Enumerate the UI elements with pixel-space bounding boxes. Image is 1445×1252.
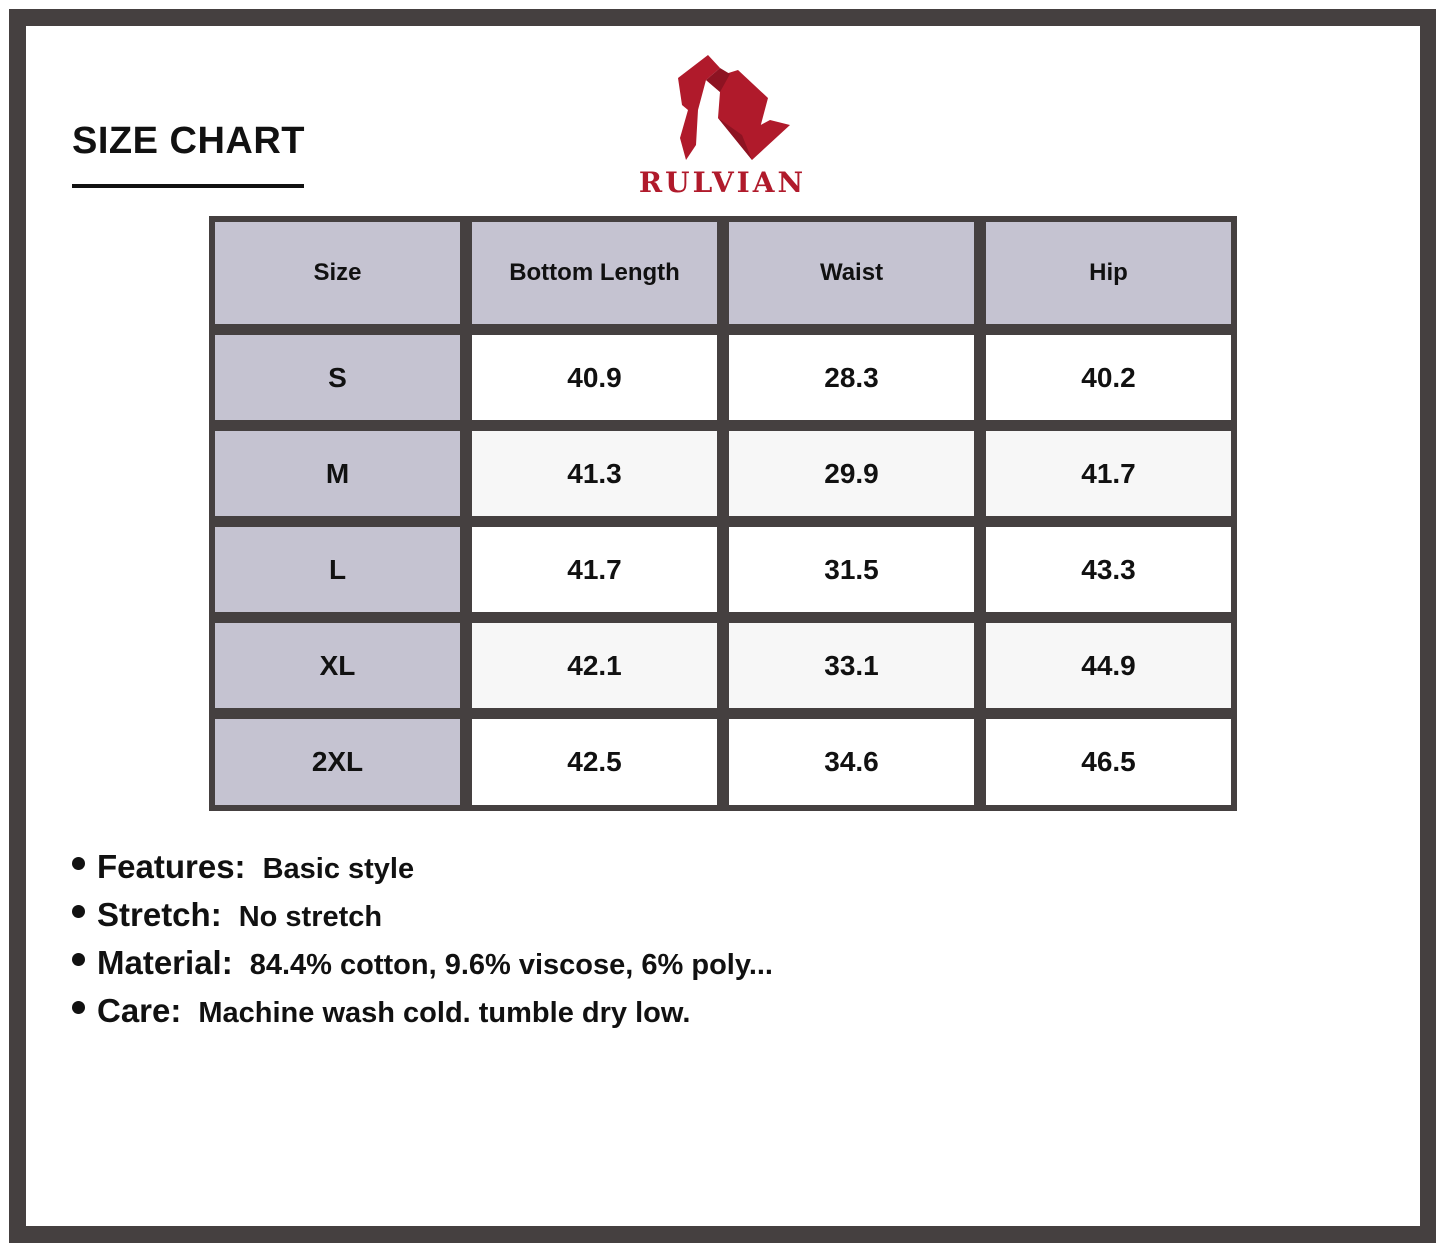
feature-label: Features: bbox=[97, 848, 246, 885]
table-cell: 31.5 bbox=[729, 527, 974, 612]
column-header-waist: Waist bbox=[729, 222, 974, 324]
table-cell: 33.1 bbox=[729, 623, 974, 708]
title-underline bbox=[72, 184, 304, 188]
table-cell: 46.5 bbox=[986, 719, 1231, 805]
brand-name: RULVIAN bbox=[638, 166, 807, 199]
size-cell: 2XL bbox=[215, 719, 460, 805]
table-cell: 40.9 bbox=[472, 335, 717, 420]
feature-value: Basic style bbox=[262, 853, 415, 885]
table-cell: 41.3 bbox=[472, 431, 717, 516]
bullet-icon bbox=[72, 1001, 85, 1014]
column-header-bottom-length: Bottom Length bbox=[472, 222, 717, 324]
material-label: Material: bbox=[97, 944, 233, 981]
size-cell: L bbox=[215, 527, 460, 612]
table-cell: 41.7 bbox=[472, 527, 717, 612]
table-cell: 34.6 bbox=[729, 719, 974, 805]
list-item: Material: 84.4% cotton, 9.6% viscose, 6% … bbox=[72, 944, 773, 992]
table-cell: 28.3 bbox=[729, 335, 974, 420]
table-cell: 42.1 bbox=[472, 623, 717, 708]
table-cell: 43.3 bbox=[986, 527, 1231, 612]
list-item: Care: Machine wash cold. tumble dry low. bbox=[72, 992, 773, 1040]
size-table: Size Bottom Length Waist Hip S 40.9 28.3 40… bbox=[209, 216, 1237, 811]
table-cell: 42.5 bbox=[472, 719, 717, 805]
stretch-value: No stretch bbox=[238, 901, 383, 933]
care-label: Care: bbox=[97, 992, 182, 1029]
care-value: Machine wash cold. tumble dry low. bbox=[198, 997, 691, 1029]
bullet-icon bbox=[72, 857, 85, 870]
table-cell: 40.2 bbox=[986, 335, 1231, 420]
table-cell: 29.9 bbox=[729, 431, 974, 516]
column-header-size: Size bbox=[215, 222, 460, 324]
column-header-hip: Hip bbox=[986, 222, 1231, 324]
stretch-label: Stretch: bbox=[97, 896, 222, 933]
list-item: Stretch: No stretch bbox=[72, 896, 773, 944]
rulvian-r-logo-icon bbox=[678, 55, 790, 160]
bullet-icon bbox=[72, 953, 85, 966]
page-title: SIZE CHART bbox=[72, 120, 305, 162]
material-value: 84.4% cotton, 9.6% viscose, 6% poly... bbox=[249, 949, 773, 981]
size-cell: M bbox=[215, 431, 460, 516]
table-cell: 41.7 bbox=[986, 431, 1231, 516]
features-list: Features: Basic style Stretch: No stretch … bbox=[72, 848, 773, 1040]
list-item: Features: Basic style bbox=[72, 848, 773, 896]
size-cell: XL bbox=[215, 623, 460, 708]
table-cell: 44.9 bbox=[986, 623, 1231, 708]
bullet-icon bbox=[72, 905, 85, 918]
size-cell: S bbox=[215, 335, 460, 420]
